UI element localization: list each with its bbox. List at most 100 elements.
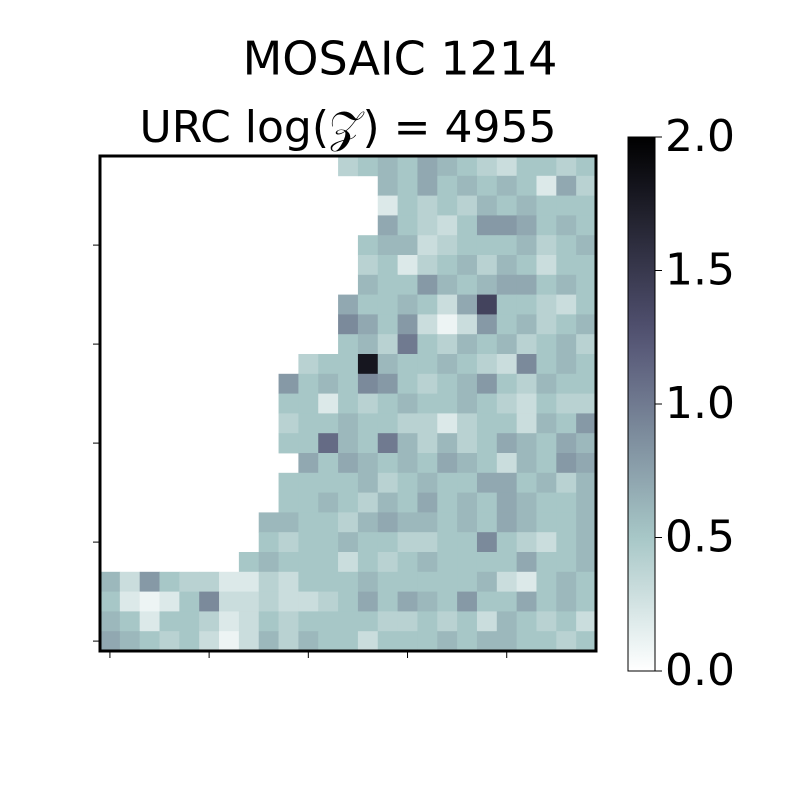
heat-cell	[417, 591, 438, 612]
heat-cell	[417, 571, 438, 592]
heat-cell	[318, 571, 339, 592]
heat-cell	[576, 433, 597, 454]
heat-cell	[397, 492, 418, 513]
heat-cell	[397, 393, 418, 414]
heat-cell	[417, 433, 438, 454]
heat-cell	[556, 631, 577, 652]
heat-cell	[457, 591, 478, 612]
heat-cell	[357, 334, 379, 355]
heat-cell	[417, 552, 438, 573]
heat-cell	[556, 393, 577, 414]
heat-cell	[357, 314, 379, 335]
heat-cell	[357, 413, 379, 434]
heat-cell	[357, 571, 379, 592]
heat-cell	[516, 591, 537, 612]
heat-cell	[437, 611, 458, 632]
heat-cell	[476, 611, 498, 632]
heat-cell	[278, 373, 299, 394]
heat-cell	[100, 611, 121, 632]
heat-cell	[576, 334, 597, 355]
heat-cell	[496, 156, 518, 177]
heat-cell	[258, 512, 279, 533]
heat-cell	[536, 453, 557, 474]
heat-cell	[576, 195, 597, 216]
heat-cell	[357, 235, 379, 256]
heat-cell	[576, 274, 597, 295]
heat-cell	[119, 631, 141, 652]
heat-cell	[476, 532, 498, 553]
heat-cell	[437, 175, 458, 196]
heat-cell	[457, 314, 478, 335]
heat-cell	[516, 314, 537, 335]
heat-cell	[377, 215, 398, 236]
heat-cell	[437, 334, 458, 355]
heat-cell	[496, 354, 518, 375]
heat-cell	[437, 393, 458, 414]
heat-cell	[377, 175, 398, 196]
heat-cell	[417, 492, 438, 513]
heat-cell	[278, 571, 299, 592]
heat-cell	[556, 532, 577, 553]
heat-cell	[476, 413, 498, 434]
heat-cell	[476, 492, 498, 513]
heat-cell	[338, 552, 359, 573]
heat-cell	[496, 571, 518, 592]
heat-cell	[357, 433, 379, 454]
heat-cell	[357, 453, 379, 474]
heat-cell	[457, 215, 478, 236]
heat-cell	[179, 611, 200, 632]
heat-cell	[457, 294, 478, 315]
heat-cell	[417, 611, 438, 632]
heat-cell	[496, 532, 518, 553]
heat-cell	[457, 156, 478, 177]
heat-cell	[298, 354, 319, 375]
heat-cell	[536, 235, 557, 256]
heat-cell	[457, 334, 478, 355]
heat-cell	[318, 492, 339, 513]
heat-cell	[377, 393, 398, 414]
colorbar-tick-label: 0.0	[665, 645, 735, 696]
heat-cell	[556, 294, 577, 315]
heat-cell	[576, 591, 597, 612]
heat-cell	[457, 235, 478, 256]
heat-cell	[298, 512, 319, 533]
heat-cell	[576, 492, 597, 513]
heat-cell	[516, 492, 537, 513]
heat-cell	[437, 294, 458, 315]
heat-cell	[536, 156, 557, 177]
heat-cell	[397, 611, 418, 632]
heat-cell	[437, 552, 458, 573]
heat-cell	[496, 215, 518, 236]
heat-cell	[278, 552, 299, 573]
heat-cell	[536, 532, 557, 553]
heat-cell	[457, 255, 478, 276]
heat-cell	[417, 393, 438, 414]
heat-cell	[357, 631, 379, 652]
heat-cell	[476, 453, 498, 474]
heat-cell	[338, 314, 359, 335]
heat-cell	[576, 631, 597, 652]
heat-cell	[357, 294, 379, 315]
heat-cell	[556, 453, 577, 474]
heat-cell	[397, 175, 418, 196]
heat-cell	[476, 334, 498, 355]
heat-cell	[516, 274, 537, 295]
heat-cell	[397, 532, 418, 553]
heat-cell	[516, 195, 537, 216]
heat-cell	[377, 235, 398, 256]
heat-cell	[516, 255, 537, 276]
heat-cell	[457, 354, 478, 375]
heat-cell	[576, 552, 597, 573]
heat-cell	[576, 156, 597, 177]
heat-cell	[576, 255, 597, 276]
heat-cell	[199, 571, 220, 592]
heat-cell	[536, 631, 557, 652]
heat-cell	[516, 611, 537, 632]
heat-cell	[457, 492, 478, 513]
heat-cell	[437, 354, 458, 375]
heat-cell	[238, 631, 260, 652]
heat-cell	[576, 571, 597, 592]
heat-cell	[516, 552, 537, 573]
heat-cell	[516, 156, 537, 177]
heat-cell	[556, 472, 577, 493]
